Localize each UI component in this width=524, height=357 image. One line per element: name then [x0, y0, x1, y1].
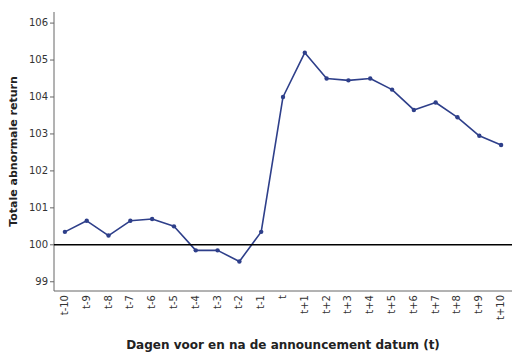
x-tick-label: t+8: [451, 295, 462, 314]
x-axis-label: Dagen voor en na de announcement datum (…: [126, 338, 440, 352]
x-tick-label: t-3: [212, 295, 223, 309]
x-tick-label: t+5: [386, 295, 397, 314]
y-tick-label: 103: [29, 128, 48, 139]
y-tick-label: 102: [29, 165, 48, 176]
x-tick-label: t-1: [255, 295, 266, 309]
x-tick-label: t+6: [408, 295, 419, 314]
point: [412, 108, 416, 112]
point: [303, 50, 307, 54]
point: [499, 143, 503, 147]
x-tick-label: t+2: [321, 295, 332, 314]
point: [433, 100, 437, 104]
point: [368, 76, 372, 80]
chart-container: 99 100 101 102 103 104 105 106 t-10 t-9 t-8 t-7 t-6 t…: [0, 0, 524, 357]
y-tick-label: 106: [29, 17, 48, 28]
y-tick: [50, 133, 54, 134]
y-tick: [50, 96, 54, 97]
point: [85, 219, 89, 223]
point: [259, 230, 263, 234]
point: [194, 248, 198, 252]
y-tick-label: 101: [29, 202, 48, 213]
chart-svg: 99 100 101 102 103 104 105 106 t-10 t-9 t-8 t-7 t-6 t…: [0, 0, 524, 357]
y-tick: [50, 23, 54, 24]
x-tick-label: t-7: [124, 295, 135, 309]
point: [128, 219, 132, 223]
point: [172, 224, 176, 228]
point: [237, 259, 241, 263]
point: [455, 115, 459, 119]
y-tick-label: 100: [29, 239, 48, 250]
y-tick: [50, 244, 54, 245]
point: [324, 76, 328, 80]
reference-line: [54, 244, 512, 245]
y-axis-label: Totale abnormale return: [7, 76, 20, 227]
point: [477, 134, 481, 138]
x-axis-line: [54, 291, 512, 292]
x-tick-label: t-8: [103, 295, 114, 309]
y-tick-label: 105: [29, 54, 48, 65]
x-tick-label: t-2: [233, 295, 244, 309]
point: [281, 95, 285, 99]
x-tick-label: t+9: [473, 295, 484, 314]
y-tick-label: 99: [35, 276, 48, 287]
point: [390, 87, 394, 91]
y-tick: [50, 60, 54, 61]
x-tick-label: t: [277, 295, 288, 299]
line: [65, 53, 501, 262]
x-tick-label: t-4: [190, 295, 201, 309]
x-tick-label: t-9: [81, 295, 92, 309]
x-tick-label: t+4: [364, 295, 375, 314]
point: [346, 78, 350, 82]
y-tick: [50, 281, 54, 282]
y-tick: [50, 170, 54, 171]
point: [215, 248, 219, 252]
y-axis-line: [54, 12, 55, 291]
plot-area: [54, 50, 512, 263]
x-tick-label: t+3: [342, 295, 353, 314]
point: [63, 230, 67, 234]
point: [150, 217, 154, 221]
y-tick-label: 104: [29, 91, 48, 102]
x-tick-label: t+10: [495, 295, 506, 320]
point: [106, 233, 110, 237]
x-tick-label: t+7: [430, 295, 441, 314]
x-tick-label: t-6: [146, 295, 157, 309]
x-tick-label: t-10: [59, 295, 70, 315]
y-tick: [50, 207, 54, 208]
x-tick-label: t+1: [299, 295, 310, 314]
x-tick-label: t-5: [168, 295, 179, 309]
